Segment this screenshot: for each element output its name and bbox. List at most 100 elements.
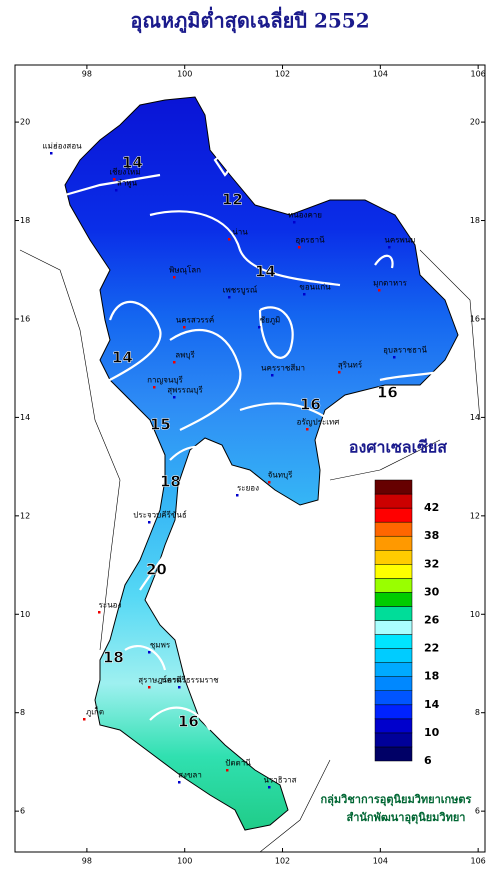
legend-label: 38 <box>424 529 439 542</box>
place-name: นครพนม <box>384 236 415 245</box>
station <box>268 786 271 789</box>
contour-label: 16 <box>178 713 199 731</box>
station <box>148 521 151 524</box>
legend-swatch <box>374 493 413 509</box>
lon-tick-label: 102 <box>275 70 290 79</box>
station <box>153 386 156 389</box>
station <box>178 686 181 689</box>
station <box>393 356 396 359</box>
place-name: นครศรีธรรมราช <box>161 676 219 685</box>
lat-tick-label: 8 <box>20 708 25 717</box>
station <box>268 481 271 484</box>
legend-label: 6 <box>424 754 432 767</box>
place-name: นครสวรรค์ <box>176 315 214 325</box>
legend-swatch <box>374 690 413 706</box>
lat-tick-label: 14 <box>20 413 30 422</box>
station <box>173 396 176 399</box>
place-name: ขอนแก่น <box>299 283 331 292</box>
legend-swatch <box>374 507 413 523</box>
place-name: สุราษฎร์ธานี <box>138 675 182 685</box>
station <box>378 289 381 292</box>
station <box>113 178 116 181</box>
map-body <box>19 96 481 852</box>
legend-swatch <box>374 521 413 537</box>
station <box>148 686 151 689</box>
station <box>148 651 151 654</box>
lon-tick-label: 104 <box>373 857 388 866</box>
lon-tick-label: 100 <box>177 70 192 79</box>
station <box>228 296 231 299</box>
station <box>50 152 53 155</box>
contour-label: 14 <box>255 263 276 281</box>
place-name: นราธิวาส <box>263 776 296 785</box>
legend-label: 30 <box>424 585 440 598</box>
contour-label: 16 <box>377 384 398 402</box>
lat-tick-label: 6 <box>475 807 480 816</box>
station <box>298 246 301 249</box>
legend-swatch <box>374 718 413 734</box>
lat-tick-label: 10 <box>470 610 480 619</box>
legend-swatch <box>374 535 413 551</box>
legend-label: 22 <box>424 642 439 655</box>
place-name: สงขลา <box>178 771 202 780</box>
place-name: จันทบุรี <box>268 471 294 480</box>
legend-swatch <box>374 578 413 593</box>
legend-label: 10 <box>424 726 440 739</box>
station <box>303 293 306 296</box>
legend-title: องศาเซลเซียส <box>349 438 447 457</box>
legend-swatch <box>374 564 413 579</box>
contour-label: 18 <box>103 649 124 667</box>
station <box>115 189 118 192</box>
station <box>338 371 341 374</box>
lat-tick-label: 18 <box>470 216 480 225</box>
contour-label: 15 <box>150 416 171 434</box>
lon-tick-label: 100 <box>177 857 192 866</box>
station <box>293 221 296 224</box>
place-name: ระยอง <box>237 484 259 493</box>
legend-swatch <box>374 550 413 565</box>
legend-swatch <box>374 592 413 607</box>
lon-tick-label: 98 <box>82 857 92 866</box>
station <box>178 781 181 784</box>
contour-label: 16 <box>300 396 321 414</box>
contour-label: 14 <box>112 349 133 367</box>
credit: สำนักพัฒนาอุตุนิยมวิทยา <box>347 811 466 825</box>
lat-tick-label: 16 <box>20 314 30 323</box>
legend-swatch <box>374 620 413 635</box>
lat-tick-label: 14 <box>470 413 480 422</box>
place-name: อุดรธานี <box>295 236 325 245</box>
station <box>236 494 239 497</box>
station <box>271 374 274 377</box>
place-name: สุพรรณบุรี <box>167 386 203 395</box>
place-name: หนองคาย <box>288 211 322 220</box>
title: อุณหภูมิต่ำสุดเฉลี่ยปี 2552 <box>130 6 369 35</box>
lat-tick-label: 8 <box>475 708 480 717</box>
legend-swatch <box>374 479 413 495</box>
isotherm <box>64 155 451 731</box>
lat-tick-label: 10 <box>20 610 30 619</box>
place-name: ชัยภูมิ <box>260 316 281 326</box>
legend-swatch <box>374 676 413 692</box>
station <box>306 428 309 431</box>
contour-label: 18 <box>160 473 181 491</box>
lat-tick-label: 16 <box>470 314 480 323</box>
place-name: อรัญประเทศ <box>297 418 340 427</box>
place-name: ลำพูน <box>117 179 138 189</box>
place-name: สุรินทร์ <box>338 360 363 370</box>
credit: กลุ่มวิชาการอุตุนิยมวิทยาเกษตร <box>321 793 472 807</box>
legend-label: 26 <box>424 614 440 627</box>
station <box>183 326 186 329</box>
place-name: ภูเก็ต <box>86 707 104 718</box>
neighbor-border <box>19 249 481 852</box>
place-name: ชุมพร <box>150 641 171 650</box>
station <box>173 276 176 279</box>
legend-swatch <box>374 732 413 748</box>
legend-swatch <box>374 634 413 649</box>
station <box>258 326 261 329</box>
lat-tick-label: 12 <box>470 511 480 520</box>
lat-tick-label: 12 <box>20 511 30 520</box>
thailand <box>64 96 459 831</box>
place-name: แม่ฮ่องสอน <box>42 142 82 151</box>
